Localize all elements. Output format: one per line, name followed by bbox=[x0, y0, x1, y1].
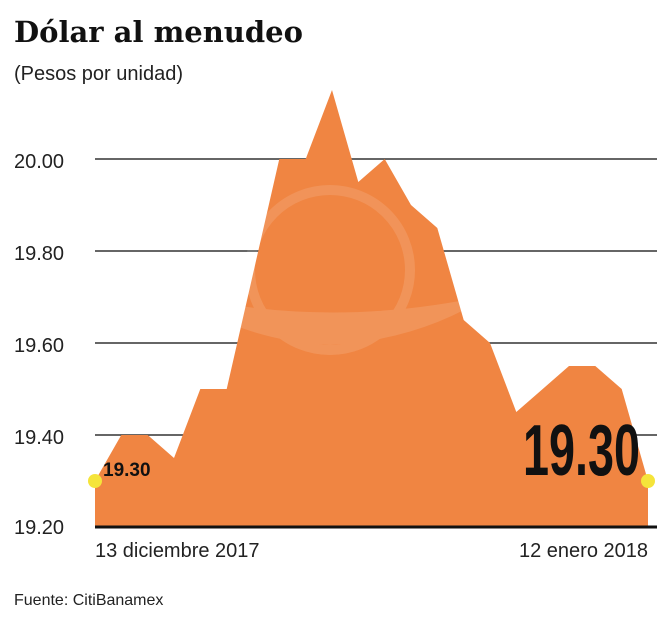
y-tick-label: 20.00 bbox=[14, 151, 64, 173]
y-axis: 19.20 19.40 19.60 19.80 20.00 bbox=[14, 151, 64, 539]
source-note: Fuente: CitiBanamex bbox=[14, 592, 163, 609]
y-tick-label: 19.40 bbox=[14, 427, 64, 449]
y-tick-label: 19.80 bbox=[14, 243, 64, 265]
start-point-marker bbox=[88, 474, 102, 488]
end-value-label: 19.30 bbox=[523, 411, 640, 491]
y-tick-label: 19.60 bbox=[14, 335, 64, 357]
start-value-label: 19.30 bbox=[103, 460, 151, 481]
x-tick-label-end: 12 enero 2018 bbox=[519, 540, 648, 562]
watermark-logo bbox=[180, 185, 490, 355]
x-tick-label-start: 13 diciembre 2017 bbox=[95, 540, 260, 562]
area-layer bbox=[95, 90, 648, 527]
area-series bbox=[95, 90, 648, 527]
y-tick-label: 19.20 bbox=[14, 517, 64, 539]
end-point-marker bbox=[641, 474, 655, 488]
chart-subtitle: (Pesos por unidad) bbox=[14, 63, 183, 85]
chart-title: Dólar al menudeo bbox=[14, 15, 303, 49]
